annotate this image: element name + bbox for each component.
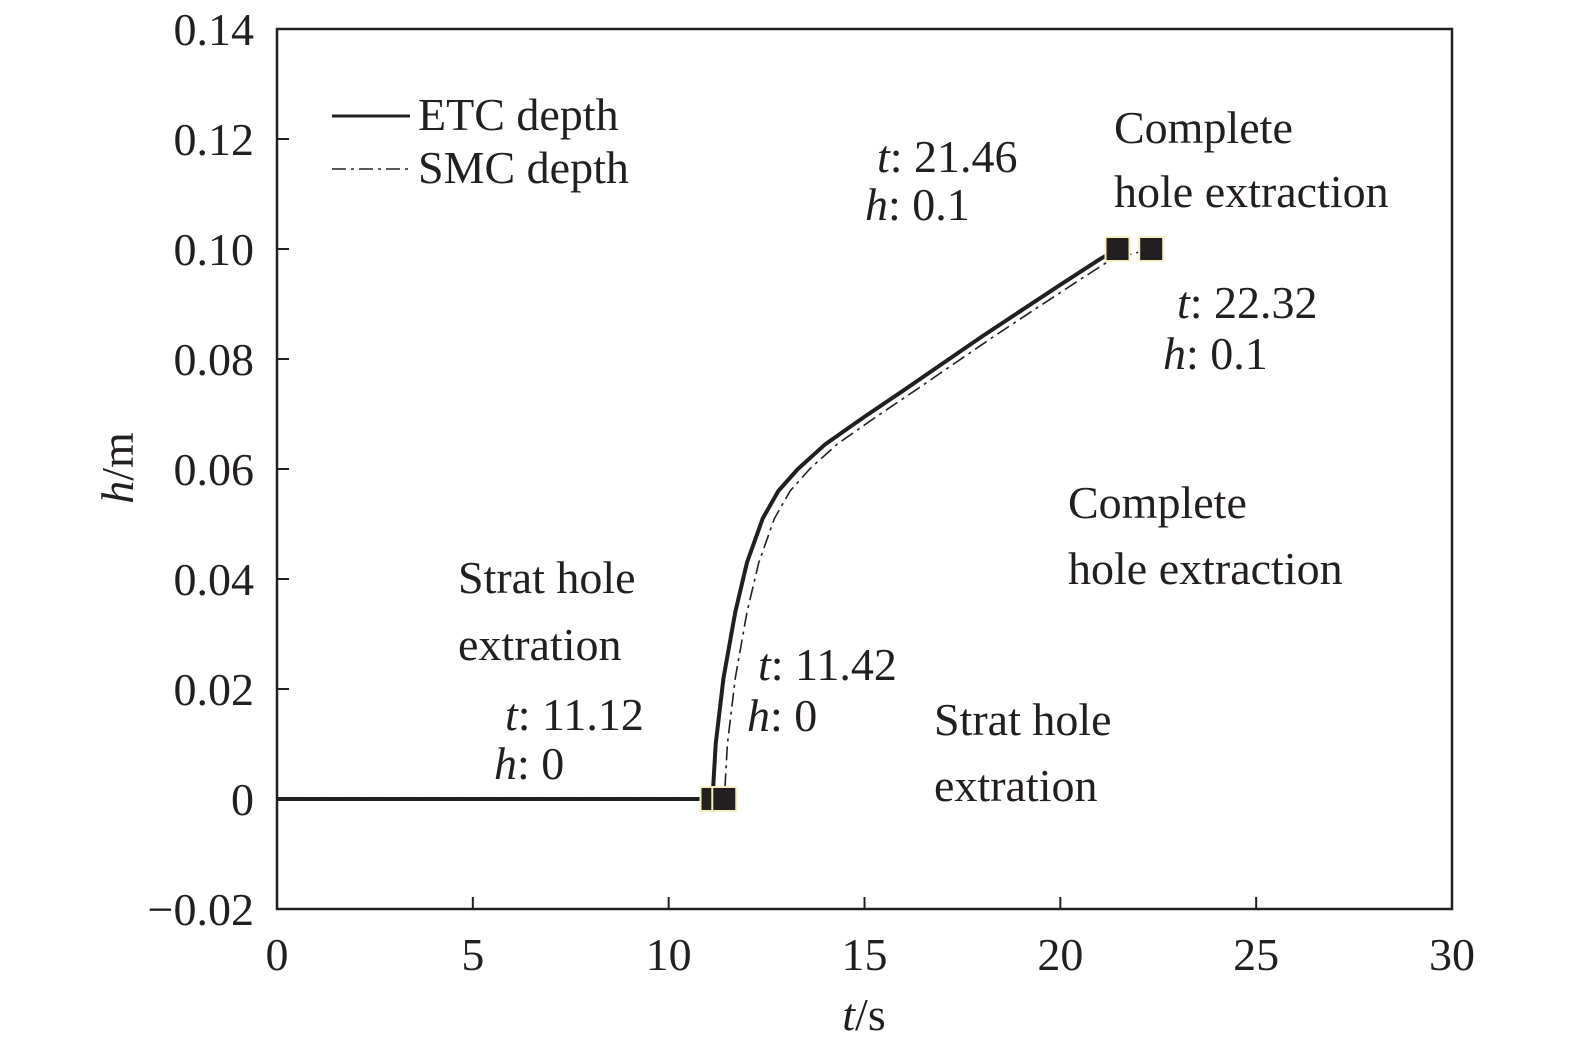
y-tick-label: 0.04 bbox=[174, 554, 255, 605]
annotation-smc-start: t: 11.42 h: 0 bbox=[747, 639, 897, 741]
annotation-etc-end: t: 21.46 h: 0.1 bbox=[865, 131, 1018, 230]
svg-text:h: 0.1: h: 0.1 bbox=[865, 179, 970, 230]
annot-etc-end-t-val: : 21.46 bbox=[890, 131, 1018, 182]
svg-text:h: 0: h: 0 bbox=[747, 690, 817, 741]
x-tick-label: 0 bbox=[266, 929, 289, 980]
svg-text:t: 21.46: t: 21.46 bbox=[877, 131, 1018, 182]
y-tick-label: −0.02 bbox=[148, 884, 254, 935]
svg-text:t: 22.32: t: 22.32 bbox=[1177, 277, 1318, 328]
annot-smc-complete-line1: Complete bbox=[1068, 477, 1247, 528]
series-line-etc bbox=[277, 247, 1119, 801]
annot-etc-end-t-key: t bbox=[877, 131, 891, 182]
svg-text:h: 0.1: h: 0.1 bbox=[1163, 328, 1268, 379]
annot-etc-complete-line1: Complete bbox=[1114, 102, 1293, 153]
annot-etc-strat-line1: Strat hole bbox=[458, 552, 636, 603]
annot-etc-start-t-val: : 11.12 bbox=[518, 689, 644, 740]
x-tick-label: 20 bbox=[1037, 929, 1083, 980]
legend-label-etc: ETC depth bbox=[418, 89, 619, 140]
x-tick-label: 5 bbox=[461, 929, 484, 980]
y-tick-label: 0.12 bbox=[174, 114, 255, 165]
legend: ETC depth SMC depth bbox=[332, 89, 629, 193]
y-axis-unit: /m bbox=[92, 432, 143, 481]
y-tick-label: 0 bbox=[231, 774, 254, 825]
data-marker bbox=[1138, 236, 1165, 262]
marker-layer bbox=[699, 236, 1165, 812]
y-tick-label: 0.02 bbox=[174, 664, 255, 715]
annot-smc-start-t-val: : 11.42 bbox=[771, 639, 897, 690]
annotation-etc-strat: Strat hole extration bbox=[458, 552, 636, 670]
data-marker bbox=[1104, 236, 1131, 262]
annot-smc-start-h-key: h bbox=[747, 690, 770, 741]
annot-smc-strat-line1: Strat hole bbox=[934, 694, 1112, 745]
x-axis-title: t/s bbox=[842, 989, 885, 1040]
y-axis-var: h bbox=[92, 481, 143, 504]
x-tick-label: 25 bbox=[1233, 929, 1279, 980]
annot-smc-end-t-key: t bbox=[1177, 277, 1191, 328]
annot-smc-start-t-key: t bbox=[758, 639, 772, 690]
series-layer bbox=[277, 247, 1152, 801]
annotation-etc-start: t: 11.12 h: 0 bbox=[494, 689, 644, 789]
annot-etc-start-h-key: h bbox=[494, 738, 517, 789]
annot-etc-end-h-key: h bbox=[865, 179, 888, 230]
series-line-smc bbox=[277, 248, 1152, 800]
x-axis-var: t bbox=[842, 989, 856, 1040]
annotation-etc-complete: Complete hole extraction bbox=[1114, 102, 1389, 217]
svg-text:h: 0: h: 0 bbox=[494, 738, 564, 789]
annotation-smc-end: t: 22.32 h: 0.1 bbox=[1163, 277, 1318, 379]
y-axis-title: h/m bbox=[92, 432, 143, 504]
y-tick-label: 0.06 bbox=[174, 444, 255, 495]
x-tick-label: 30 bbox=[1429, 929, 1475, 980]
annot-etc-complete-line2: hole extraction bbox=[1114, 166, 1389, 217]
annot-smc-start-h-val: : 0 bbox=[770, 690, 817, 741]
annot-smc-end-t-val: : 22.32 bbox=[1190, 277, 1318, 328]
annotation-smc-strat: Strat hole extration bbox=[934, 694, 1112, 811]
annot-etc-strat-line2: extration bbox=[458, 619, 622, 670]
y-tick-label: 0.08 bbox=[174, 334, 255, 385]
annot-smc-complete-line2: hole extraction bbox=[1068, 543, 1343, 594]
tick-layer: 0 5 10 15 20 25 30−0.0200.020.040.060.080.100.… bbox=[148, 4, 1475, 980]
annot-etc-end-h-val: : 0.1 bbox=[888, 179, 970, 230]
annotation-smc-complete: Complete hole extraction bbox=[1068, 477, 1343, 594]
annot-smc-strat-line2: extration bbox=[934, 760, 1098, 811]
x-tick-label: 10 bbox=[646, 929, 692, 980]
data-marker bbox=[711, 786, 738, 812]
annot-smc-end-h-key: h bbox=[1163, 328, 1186, 379]
annot-etc-start-t-key: t bbox=[505, 689, 519, 740]
legend-label-smc: SMC depth bbox=[418, 142, 629, 193]
x-tick-label: 15 bbox=[842, 929, 888, 980]
x-axis-unit: /s bbox=[855, 989, 886, 1040]
svg-text:t: 11.12: t: 11.12 bbox=[505, 689, 644, 740]
annot-smc-end-h-val: : 0.1 bbox=[1186, 328, 1268, 379]
y-tick-label: 0.10 bbox=[174, 224, 255, 275]
y-tick-label: 0.14 bbox=[174, 4, 255, 55]
annot-etc-start-h-val: : 0 bbox=[517, 738, 564, 789]
svg-text:t: 11.42: t: 11.42 bbox=[758, 639, 897, 690]
